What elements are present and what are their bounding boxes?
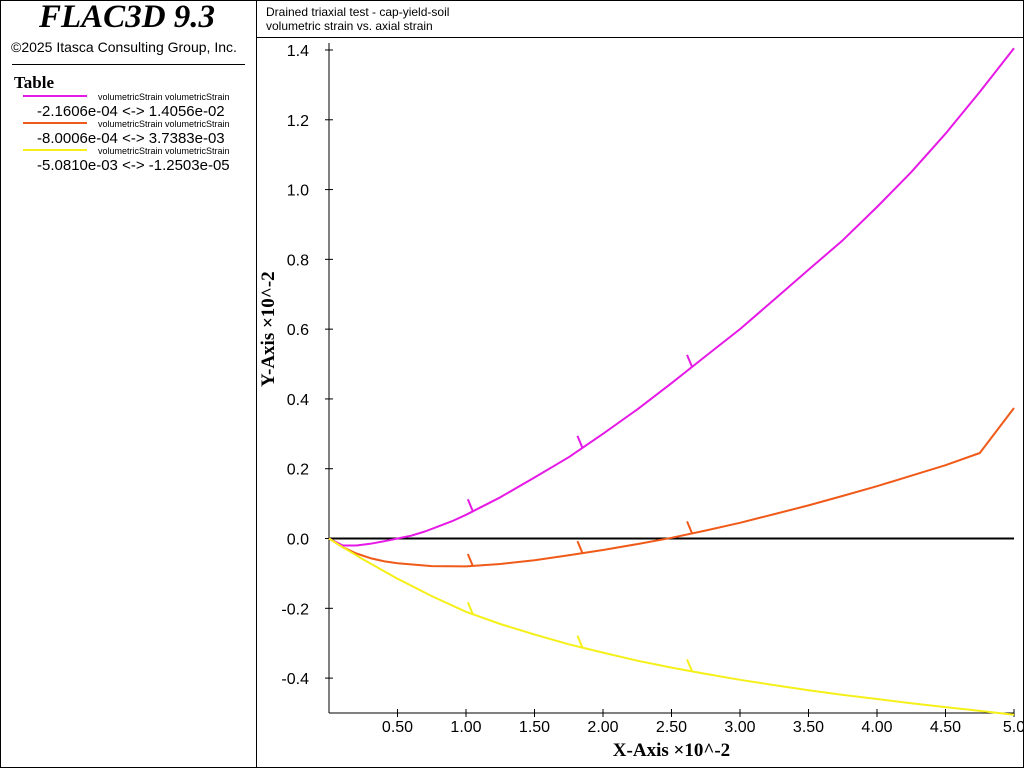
series-marker-1 <box>466 498 474 512</box>
legend-range-1: -2.1606e-04 <-> 1.4056e-02 <box>37 103 225 120</box>
plot-title-line-1: Drained triaxial test - cap-yield-soil <box>266 5 450 19</box>
plot-title-line-2: volumetric strain vs. axial strain <box>266 19 433 33</box>
series-marker-2 <box>686 521 693 534</box>
y-tick-label: 1.0 <box>287 183 309 200</box>
x-tick-label: 0.50 <box>382 719 413 736</box>
y-tick-label: 1.2 <box>287 113 309 130</box>
chart-area: -0.4 -0.2 0.0 0.2 0.4 0.6 0.8 1.0 1.2 1.4 0.50 1.00… <box>258 43 1023 761</box>
copyright-text: ©2025 Itasca Consulting Group, Inc. <box>11 39 237 55</box>
series-marker-2 <box>466 553 474 567</box>
y-tick-label: 0.2 <box>287 462 309 479</box>
series-marker-3 <box>466 601 474 615</box>
legend-caption-1: volumetricStrain volumetricStrain <box>98 92 230 102</box>
legend-range-2: -8.0006e-04 <-> 3.7383e-03 <box>37 130 225 147</box>
y-tick-label: 0.4 <box>287 392 309 409</box>
title-divider <box>12 64 245 65</box>
y-tick-label: -0.2 <box>281 601 309 618</box>
x-tick-label: 1.50 <box>519 719 550 736</box>
x-axis-title: X-Axis ×10^-2 <box>613 740 730 761</box>
legend-swatch-3 <box>23 149 87 151</box>
x-tick-label: 4.00 <box>861 719 892 736</box>
y-tick-label: 1.4 <box>287 43 309 60</box>
x-tick-label: 2.50 <box>656 719 687 736</box>
legend-heading: Table <box>14 73 55 92</box>
y-tick-label: 0.6 <box>287 322 309 339</box>
plot-header: Drained triaxial test - cap-yield-soil v… <box>257 1 1023 38</box>
x-tick-label: 5.0 <box>1003 719 1023 736</box>
legend-range-3: -5.0810e-03 <-> -1.2503e-05 <box>37 157 230 174</box>
y-tick-label: 0.8 <box>287 252 309 269</box>
x-tick-label: 4.50 <box>930 719 961 736</box>
legend-swatch-1 <box>23 95 87 97</box>
app-title: FLAC3D 9.3 <box>39 0 216 35</box>
x-tick-label: 3.00 <box>724 719 755 736</box>
x-tick-label: 3.50 <box>793 719 824 736</box>
legend-caption-2: volumetricStrain volumetricStrain <box>98 119 230 129</box>
y-tick-label: -0.4 <box>281 671 309 688</box>
legend-panel: FLAC3D 9.3 ©2025 Itasca Consulting Group… <box>1 0 257 767</box>
series-line-2 <box>328 407 1015 568</box>
series-marker-3 <box>576 635 584 648</box>
legend-caption-3: volumetricStrain volumetricStrain <box>98 146 230 156</box>
x-tick-label: 1.00 <box>450 719 481 736</box>
series-marker-3 <box>686 659 693 672</box>
y-tick-label: 0.0 <box>287 532 309 549</box>
y-axis-title: Y-Axis ×10^-2 <box>258 271 279 387</box>
series-line-3 <box>328 537 1015 716</box>
legend-swatch-2 <box>23 122 87 124</box>
x-tick-label: 2.00 <box>587 719 618 736</box>
series-marker-1 <box>576 435 584 449</box>
series-marker-2 <box>576 540 584 554</box>
series-marker-1 <box>686 354 693 368</box>
series-line-1 <box>328 47 1015 547</box>
